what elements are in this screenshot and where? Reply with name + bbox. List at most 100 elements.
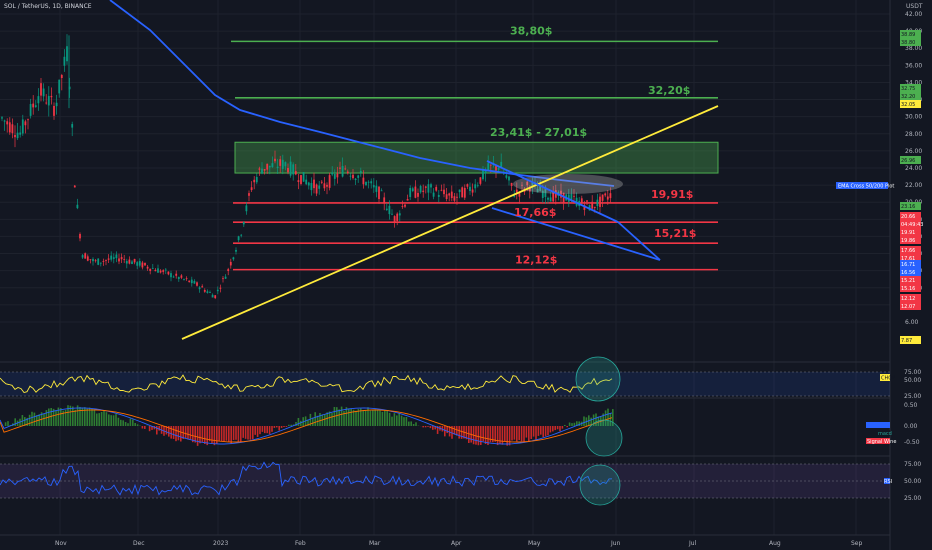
macd-hist-bar (297, 417, 300, 426)
level-label: 17,66$ (514, 206, 556, 219)
macd-hist-bar (62, 410, 64, 426)
month-tick-label: Jul (688, 540, 697, 547)
candle-body (300, 175, 302, 184)
candle-body (482, 169, 484, 180)
candle-body (370, 181, 373, 184)
macd-hist-bar (28, 414, 31, 426)
chop-highlight-circle (575, 356, 621, 402)
macd-hist-bar (98, 413, 100, 426)
candle-body (84, 253, 87, 259)
candle-body (128, 259, 131, 264)
candle-body (19, 132, 22, 135)
macd-hist-bar (26, 417, 28, 426)
candle-body (125, 261, 128, 264)
candle-body (242, 222, 245, 225)
macd-hist-bar (357, 409, 360, 426)
candle-body (287, 168, 289, 173)
macd-hist-bar (331, 412, 333, 426)
candle-body (94, 260, 97, 262)
candle-body (3, 120, 6, 122)
macd-hist-bar (120, 419, 122, 426)
macd-hist-bar (208, 426, 211, 442)
candle-body (411, 188, 414, 192)
price-tick-label: 24.00 (905, 165, 922, 172)
macd-hist-bar (266, 426, 268, 434)
price-tick-label: 30.00 (905, 114, 922, 121)
uptrend-line (181, 105, 719, 340)
candle-body (76, 204, 79, 209)
macd-hist-bar (412, 423, 415, 426)
macd-hist-bar (396, 415, 398, 426)
macd-hist-bar (7, 421, 9, 426)
price-badge-label: 38.80 (901, 40, 915, 46)
macd-hist-bar (232, 426, 235, 441)
macd-hist-bar (453, 426, 456, 435)
candle-body (372, 185, 375, 188)
month-tick-label: Feb (295, 540, 306, 547)
candle-body (333, 173, 336, 179)
price-tick-label: 28.00 (905, 131, 922, 138)
macd-hist-bar (206, 426, 208, 446)
macd-hist-bar (283, 426, 285, 428)
month-tick-label: Aug (769, 540, 781, 547)
candle-body (458, 189, 461, 193)
macd-hist-bar (192, 426, 194, 443)
macd-hist-bar (268, 426, 271, 435)
macd-hist-bar (504, 426, 506, 442)
macd-hist-bar (477, 426, 480, 446)
macd-hist-bar (609, 413, 612, 426)
macd-hist-bar (134, 423, 136, 426)
macd-hist-bar (607, 408, 609, 426)
macd-hist-bar (376, 409, 379, 426)
macd-blue-badge (866, 422, 890, 428)
candle-body (479, 177, 482, 184)
month-tick-label: Sep (851, 540, 863, 547)
candle-body (388, 205, 391, 215)
candle-body (549, 197, 552, 202)
candle-body (323, 183, 326, 189)
chop-line (0, 374, 613, 394)
price-badge-bg (900, 254, 921, 262)
candle-body (547, 197, 549, 200)
candle-body (268, 165, 271, 168)
macd-hist-bar (112, 415, 115, 426)
macd-hist-bar (568, 422, 571, 426)
candle-body (92, 258, 94, 262)
macd-hist-bar (211, 426, 213, 444)
candle-body (318, 185, 321, 189)
candle-body (305, 179, 308, 185)
candle-body (599, 196, 601, 207)
candle-body (583, 205, 586, 210)
macd-hist-bar (271, 426, 273, 432)
macd-hist-bar (487, 426, 489, 446)
price-badge-label: 17.66 (901, 248, 915, 254)
candle-body (279, 159, 282, 166)
price-tick-label: 26.00 (905, 148, 922, 155)
macd-hist-bar (148, 426, 151, 432)
rsi-line (0, 461, 613, 496)
macd-hist-bar (542, 426, 544, 438)
macd-hist-bar (427, 426, 429, 427)
candle-body (235, 249, 237, 252)
macd-hist-bar (127, 423, 129, 426)
candle-body (284, 162, 287, 167)
macd-hist-bar (434, 426, 436, 430)
macd-hist-bar (540, 426, 542, 435)
candle-body (401, 206, 404, 207)
macd-hist-bar (583, 416, 585, 426)
candle-body (118, 258, 120, 262)
time-axis[interactable]: Nov Dec 2023 Feb Mar Apr May Jun Jul Aug Sep (55, 540, 863, 547)
macd-hist-bar (571, 423, 573, 426)
candle-body (253, 179, 256, 183)
macd-hist-bar (105, 412, 108, 426)
macd-hist-bar (91, 408, 93, 426)
price-badge-bg (900, 246, 921, 254)
candle-body (214, 295, 217, 299)
macd-hist-bar (316, 415, 319, 426)
candle-body (276, 166, 279, 168)
candle-body (445, 194, 448, 200)
candle-body (138, 261, 141, 266)
price-tick-label: 6.00 (905, 319, 919, 326)
candle-body (383, 197, 386, 204)
